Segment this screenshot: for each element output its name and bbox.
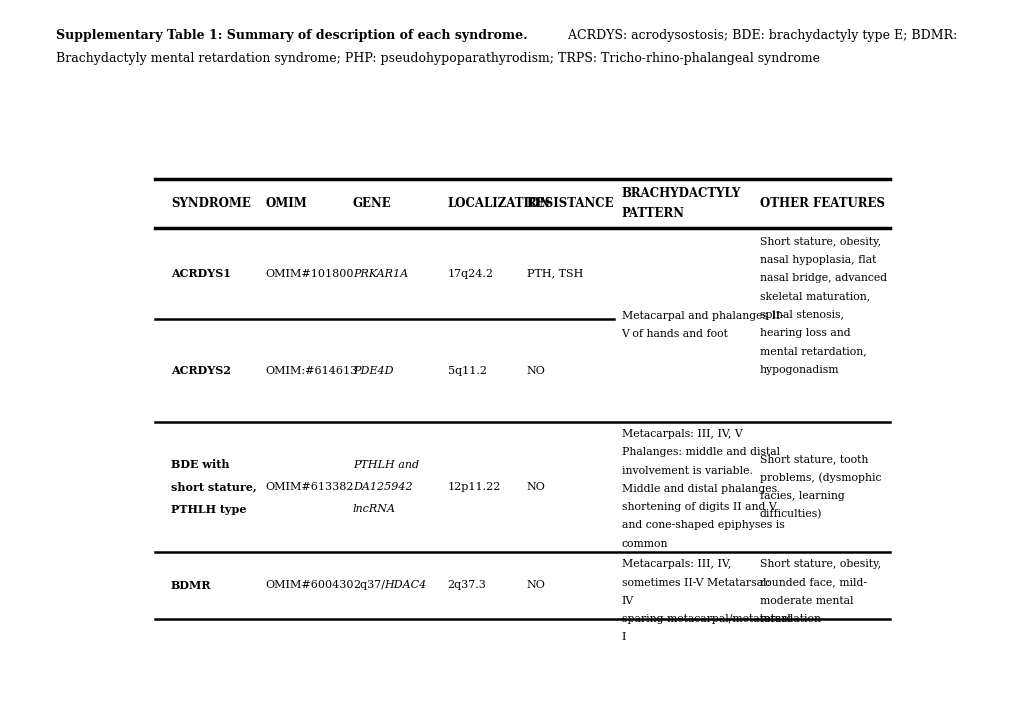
Text: IV: IV	[621, 596, 633, 606]
Text: shortening of digits II and V: shortening of digits II and V	[621, 502, 775, 512]
Text: Middle and distal phalanges: Middle and distal phalanges	[621, 484, 775, 494]
Text: OMIM:#614613: OMIM:#614613	[266, 366, 358, 376]
Text: moderate mental: moderate mental	[759, 596, 853, 606]
Text: DA125942: DA125942	[353, 482, 412, 492]
Text: Metacarpals: III, IV, V: Metacarpals: III, IV, V	[621, 429, 742, 439]
Text: NO: NO	[526, 580, 545, 590]
Text: OMIM#101800: OMIM#101800	[266, 269, 354, 279]
Text: HDAC4: HDAC4	[384, 580, 426, 590]
Text: hypogonadism: hypogonadism	[759, 365, 839, 374]
Text: hearing loss and: hearing loss and	[759, 328, 850, 338]
Text: 2q37.3: 2q37.3	[447, 580, 486, 590]
Text: OMIM#600430: OMIM#600430	[266, 580, 354, 590]
Text: skeletal maturation,: skeletal maturation,	[759, 292, 869, 302]
Text: short stature,: short stature,	[171, 482, 257, 492]
Text: OMIM#613382: OMIM#613382	[266, 482, 354, 492]
Text: OTHER FEATURES: OTHER FEATURES	[759, 197, 884, 210]
Text: 12p11.22: 12p11.22	[447, 482, 500, 492]
Text: common: common	[621, 539, 667, 549]
Text: Brachydactyly mental retardation syndrome; PHP: pseudohypoparathyrodism; TRPS: T: Brachydactyly mental retardation syndrom…	[56, 52, 819, 65]
Text: Metacarpal and phalanges II-: Metacarpal and phalanges II-	[621, 310, 783, 320]
Text: nasal hypoplasia, flat: nasal hypoplasia, flat	[759, 255, 875, 265]
Text: ACRDYS: acrodysostosis; BDE: brachydactyly type E; BDMR:: ACRDYS: acrodysostosis; BDE: brachydacty…	[564, 29, 957, 42]
Text: and cone-shaped epiphyses is: and cone-shaped epiphyses is	[621, 521, 784, 531]
Text: Phalanges: middle and distal: Phalanges: middle and distal	[621, 447, 779, 457]
Text: PRKAR1A: PRKAR1A	[353, 269, 408, 279]
Text: LOCALIZATION: LOCALIZATION	[447, 197, 550, 210]
Text: OMIM: OMIM	[266, 197, 308, 210]
Text: NO: NO	[526, 366, 545, 376]
Text: GENE: GENE	[353, 197, 391, 210]
Text: I: I	[621, 632, 626, 642]
Text: ACRDYS2: ACRDYS2	[171, 365, 230, 376]
Text: SYNDROME: SYNDROME	[171, 197, 251, 210]
Text: 17q24.2: 17q24.2	[447, 269, 493, 279]
Text: rounded face, mild-: rounded face, mild-	[759, 577, 866, 588]
Text: mental retardation,: mental retardation,	[759, 346, 866, 356]
Text: difficulties): difficulties)	[759, 509, 821, 520]
Text: facies, learning: facies, learning	[759, 491, 844, 501]
Text: 2q37/: 2q37/	[353, 580, 384, 590]
Text: spinal stenosis,: spinal stenosis,	[759, 310, 843, 320]
Text: ACRDYS1: ACRDYS1	[171, 268, 230, 279]
Text: PTHLH and: PTHLH and	[353, 460, 419, 469]
Text: V of hands and foot: V of hands and foot	[621, 329, 728, 339]
Text: nasal bridge, advanced: nasal bridge, advanced	[759, 273, 887, 283]
Text: sparing metacarpal/metatarsal: sparing metacarpal/metatarsal	[621, 614, 790, 624]
Text: PTH, TSH: PTH, TSH	[526, 269, 583, 279]
Text: NO: NO	[526, 482, 545, 492]
Text: BRACHYDACTYLY: BRACHYDACTYLY	[621, 187, 740, 200]
Text: retardation: retardation	[759, 614, 821, 624]
Text: problems, (dysmophic: problems, (dysmophic	[759, 472, 880, 483]
Text: involvement is variable.: involvement is variable.	[621, 466, 752, 476]
Text: PDE4D: PDE4D	[353, 366, 393, 376]
Text: Metacarpals: III, IV,: Metacarpals: III, IV,	[621, 559, 731, 570]
Text: BDE with: BDE with	[171, 459, 229, 470]
Text: PTHLH type: PTHLH type	[171, 503, 247, 515]
Text: Supplementary Table 1: Summary of description of each syndrome.: Supplementary Table 1: Summary of descri…	[56, 29, 527, 42]
Text: Short stature, obesity,: Short stature, obesity,	[759, 237, 880, 247]
Text: 5q11.2: 5q11.2	[447, 366, 486, 376]
Text: Short stature, obesity,: Short stature, obesity,	[759, 559, 880, 570]
Text: PATTERN: PATTERN	[621, 207, 684, 220]
Text: BDMR: BDMR	[171, 580, 211, 591]
Text: RESISTANCE: RESISTANCE	[526, 197, 613, 210]
Text: Short stature, tooth: Short stature, tooth	[759, 454, 867, 464]
Text: lncRNA: lncRNA	[353, 504, 395, 514]
Text: sometimes II-V Metatarsal:: sometimes II-V Metatarsal:	[621, 577, 769, 588]
